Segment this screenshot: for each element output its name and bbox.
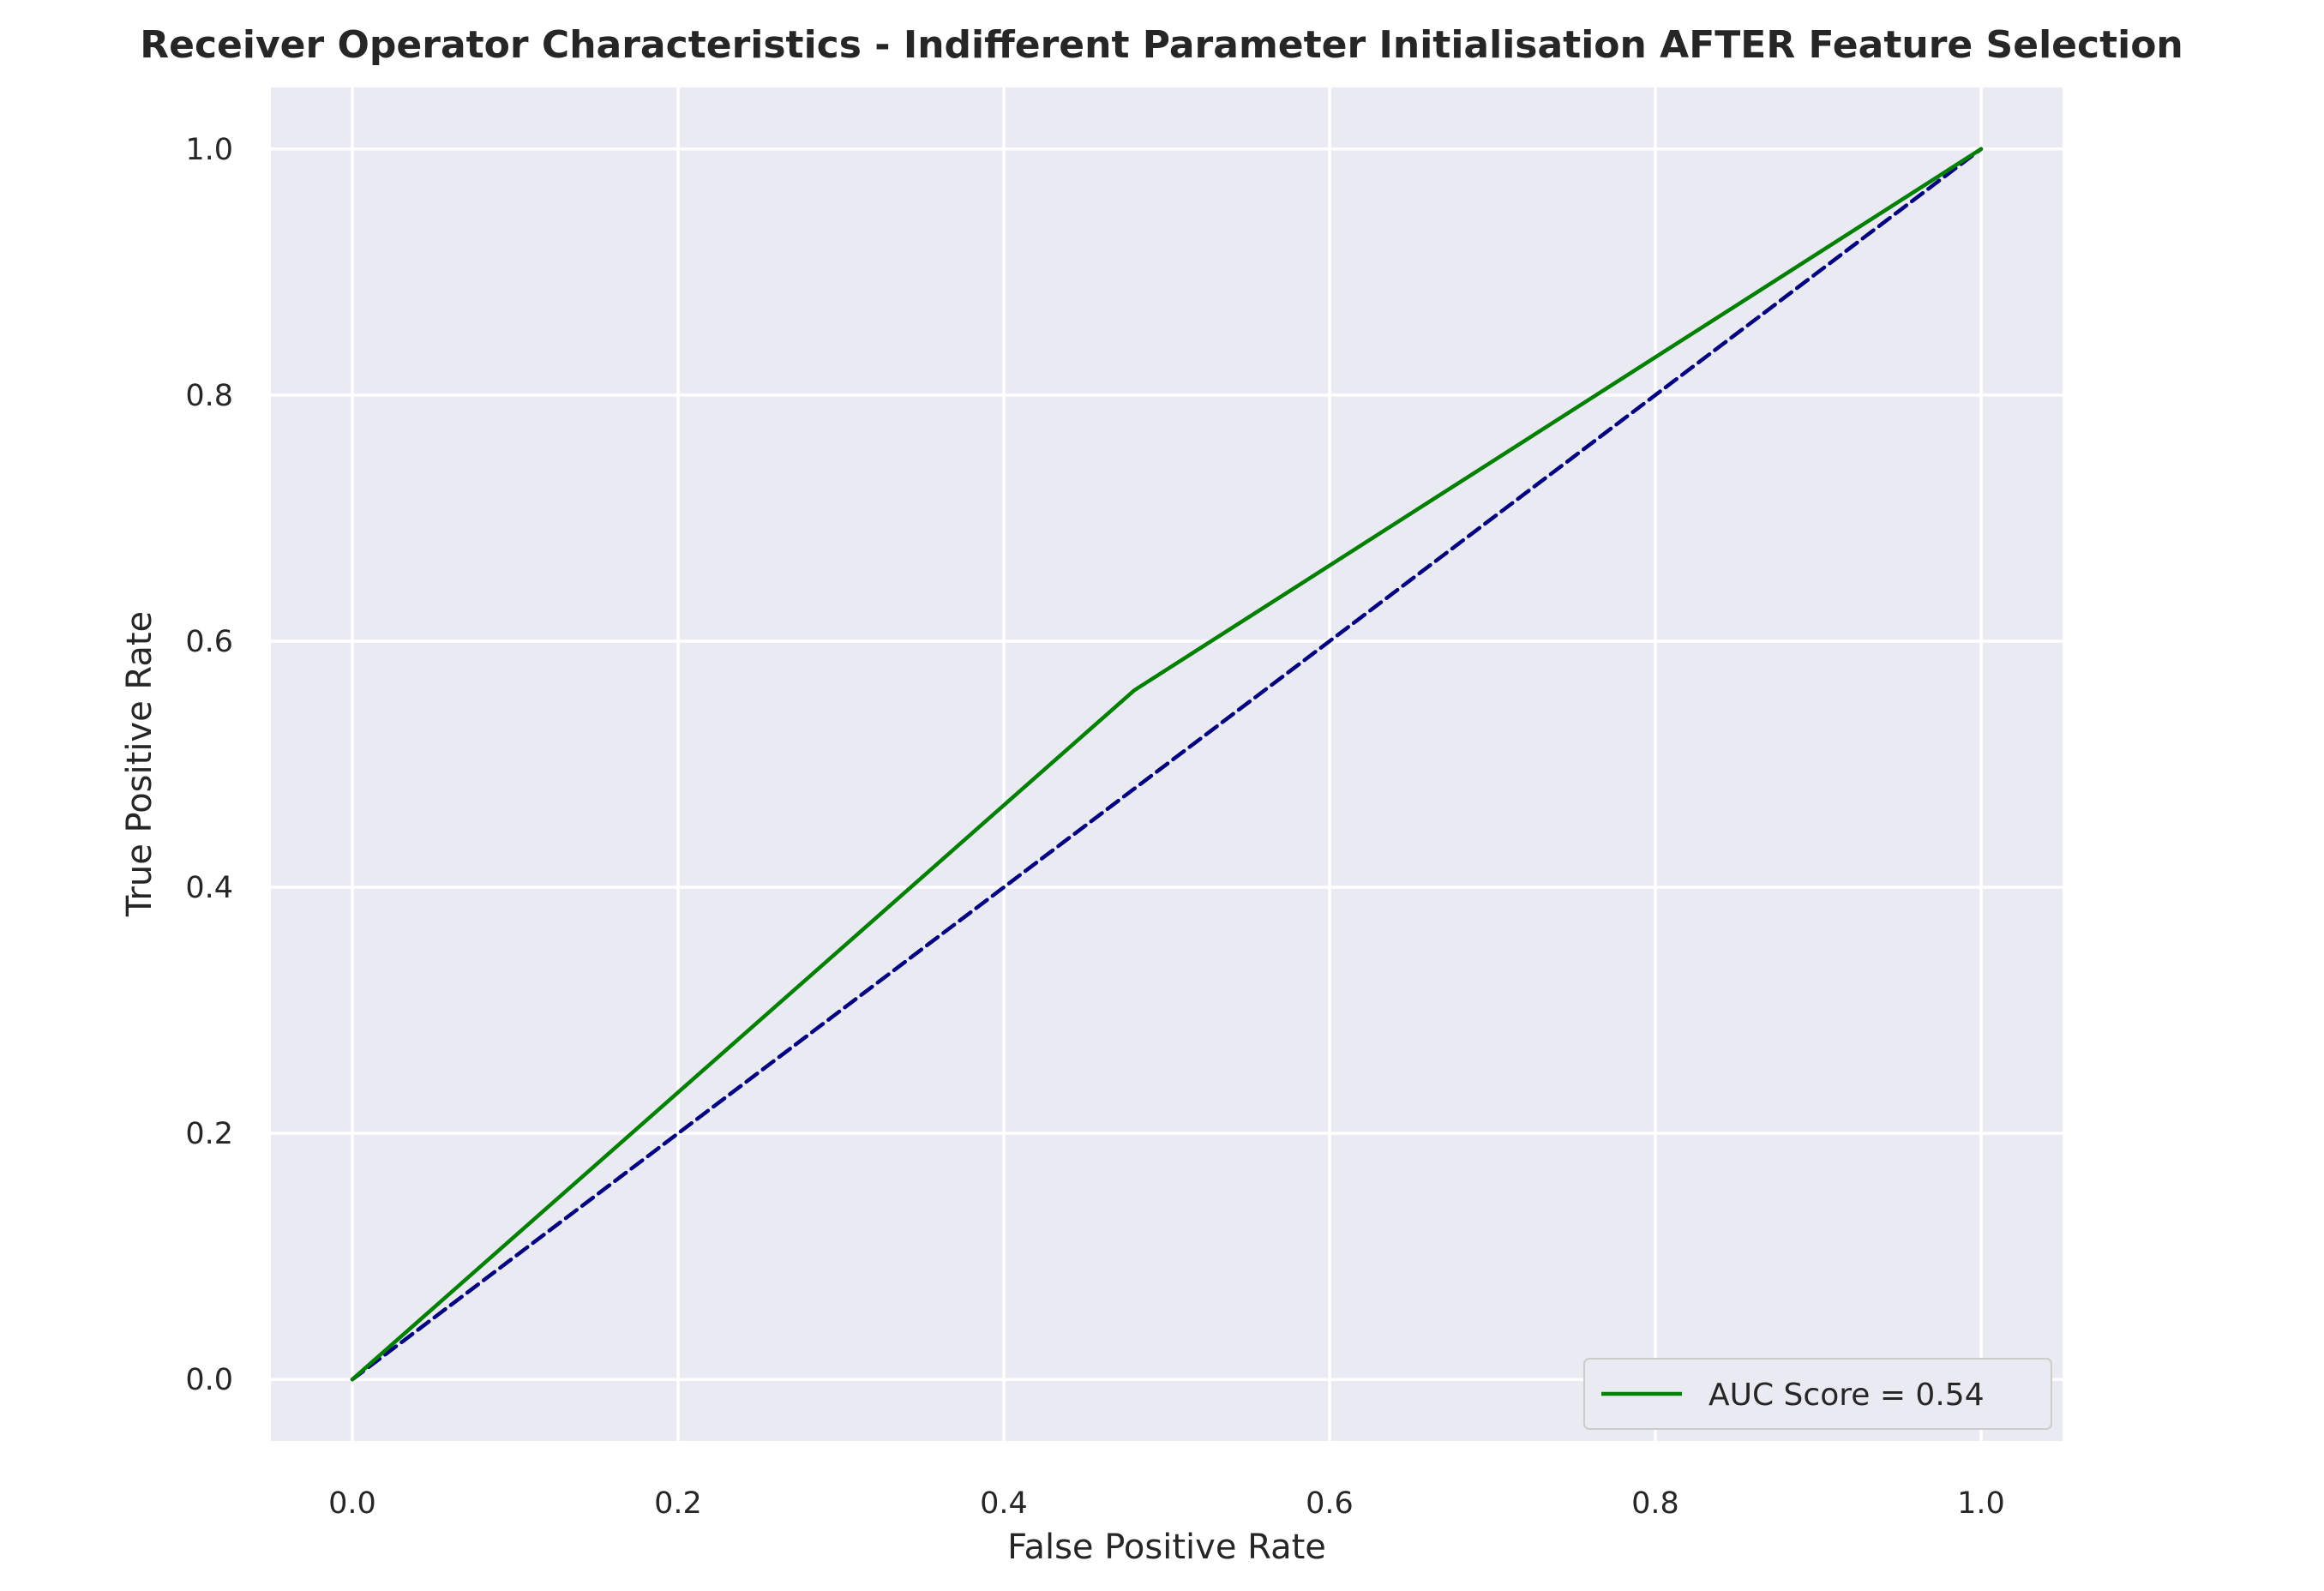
roc-curve-line [350, 147, 1984, 1382]
y-tick-label-2: 0.4 [185, 871, 233, 905]
x-tick-label-5: 1.0 [1957, 1486, 2005, 1521]
y-tick-label-3: 0.6 [185, 625, 233, 659]
legend-label-auc: AUC Score = 0.54 [1708, 1378, 1985, 1413]
chance-diagonal-line [350, 147, 1984, 1382]
grid-lines [271, 87, 2063, 1441]
x-tick-labels: 0.0 0.2 0.4 0.6 0.8 1.0 [328, 1486, 2005, 1521]
x-tick-label-0: 0.0 [328, 1486, 376, 1521]
legend-box [1583, 1358, 2052, 1430]
y-tick-label-5: 1.0 [185, 133, 233, 167]
x-tick-label-3: 0.6 [1306, 1486, 1354, 1521]
series-layer [350, 147, 1984, 1382]
x-tick-label-4: 0.8 [1631, 1486, 1679, 1521]
legend: AUC Score = 0.54 [1583, 1358, 2052, 1430]
chart-title: Receiver Operator Characteristics - Indi… [140, 23, 2183, 67]
x-tick-label-1: 0.2 [654, 1486, 702, 1521]
y-tick-labels: 0.0 0.2 0.4 0.6 0.8 1.0 [185, 133, 233, 1397]
y-tick-label-0: 0.0 [185, 1363, 233, 1397]
y-tick-label-4: 0.8 [185, 379, 233, 413]
y-axis-label: True Positive Rate [120, 611, 159, 917]
y-tick-label-1: 0.2 [185, 1117, 233, 1151]
x-axis-label: False Positive Rate [1007, 1528, 1326, 1567]
x-tick-label-2: 0.4 [980, 1486, 1028, 1521]
